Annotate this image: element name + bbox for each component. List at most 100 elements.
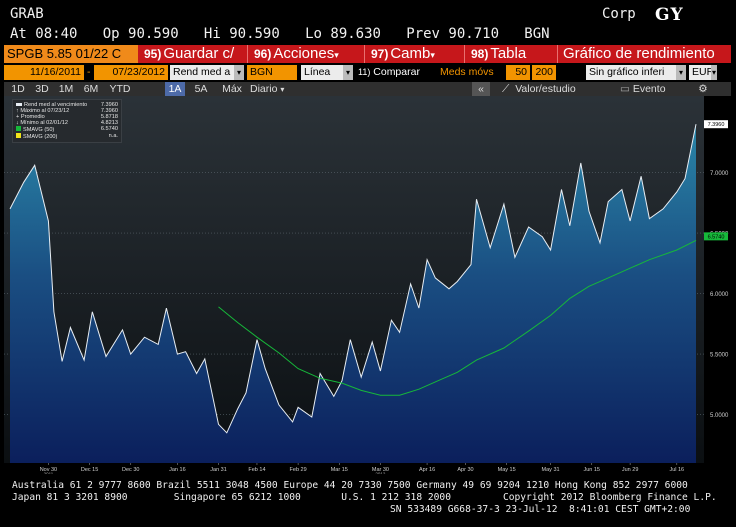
period-1m[interactable]: 1M	[58, 83, 74, 95]
yield-line	[9, 124, 697, 434]
average-icon: +	[16, 114, 20, 120]
at-label: At	[10, 26, 27, 42]
ma50-line	[218, 239, 697, 396]
footer-session-line: SN 533489 G668-37-3 23-Jul-12 8:41:01 CE…	[390, 504, 691, 515]
gear-icon: ⚙	[698, 83, 708, 95]
period-ytd[interactable]: YTD	[109, 83, 131, 95]
green-swatch-icon	[16, 126, 21, 131]
chevron-down-icon: ▾	[711, 65, 717, 80]
prev-label: Prev	[406, 26, 440, 42]
legend-box: Rend med al vencimiento 7.3960 ↑ Máximo a…	[12, 99, 122, 143]
end-date-field[interactable]: 07/23/2012	[94, 65, 168, 80]
up-arrow-icon: ↑	[16, 108, 19, 114]
market-class-label: Corp	[602, 6, 636, 22]
down-arrow-icon: ↓	[16, 120, 19, 126]
legend-item: ↑ Máximo al 07/23/12 7.3960	[16, 108, 118, 114]
actions-menu-button[interactable]: 96) Acciones▾	[254, 45, 339, 62]
y-tick-label: 7.0000	[710, 171, 729, 177]
event-icon: ▭	[620, 83, 630, 95]
moving-avg-label: Meds móvs	[440, 66, 494, 78]
source-field[interactable]: BGN	[247, 65, 297, 80]
function-bar: SPGB 5.85 01/22 C 95) Guardar c/ 96) Accio…	[4, 45, 731, 63]
legend-item[interactable]: SMAVG (200) n.a.	[16, 133, 118, 140]
currency-select[interactable]: EUR ▾	[689, 65, 717, 80]
chevron-down-icon: ▾	[430, 50, 435, 60]
compare-button[interactable]: 11) Comparar	[358, 66, 420, 78]
y-axis-background	[704, 96, 731, 474]
ma2-field[interactable]: 200	[532, 65, 556, 80]
change-menu-button[interactable]: 97) Camb▾	[371, 45, 435, 62]
x-tick-label: Jun 15	[583, 467, 600, 473]
x-tick-label: Dec 15	[81, 467, 98, 473]
x-tick-label: Jan 31	[210, 467, 227, 473]
value-badges: 7.3960 6.5740	[704, 120, 728, 241]
start-date-field[interactable]: 11/16/2011	[4, 65, 84, 80]
security-field[interactable]: SPGB 5.85 01/22 C	[4, 45, 138, 63]
high-label: Hi	[203, 26, 221, 42]
chevron-down-icon: ▾	[676, 65, 686, 80]
chevron-down-icon: ▾	[234, 65, 244, 80]
quote-line: At 08:40 Op 90.590 Hi 90.590 Lo 89.630 P…	[10, 26, 550, 42]
x-tick-label: Feb 14	[248, 467, 265, 473]
x-tick-label: Mar 30	[372, 467, 389, 473]
ma-value-label: 6.5740	[708, 234, 725, 240]
year-label: 2012	[375, 472, 386, 475]
y-tick-label: 6.0000	[710, 292, 729, 298]
event-button[interactable]: ▭ Evento	[620, 83, 666, 95]
at-value: 08:40	[35, 26, 78, 42]
last-value-badge	[704, 120, 728, 129]
value-study-button[interactable]: ⟋ Valor/estudio	[502, 83, 576, 95]
yield-area	[10, 124, 696, 463]
y-tick-label: 5.0000	[710, 413, 729, 419]
field-type-select[interactable]: Rend med a ▾	[170, 65, 244, 80]
x-tick-label: Nov 30	[40, 467, 57, 473]
chart-style-select[interactable]: Línea ▾	[301, 65, 353, 80]
y-tick-label: 5.5000	[710, 353, 729, 359]
low-value: 89.630	[330, 26, 381, 42]
footer-contacts-line1: Australia 61 2 9777 8600 Brazil 5511 304…	[12, 480, 688, 491]
x-axis: Nov 30 Dec 15 Dec 30 Jan 16 Jan 31 Feb 14 Feb …	[40, 463, 684, 477]
settings-button[interactable]: ⚙	[695, 82, 711, 96]
ticker-label: GRAB	[10, 6, 44, 22]
period-3d[interactable]: 3D	[35, 83, 49, 95]
period-toolbar	[4, 82, 731, 96]
legend-item: ↓ Mínimo al 02/01/12 4.8213	[16, 120, 118, 126]
prev-value: 90.710	[448, 26, 499, 42]
chevron-down-icon: ▾	[334, 50, 339, 60]
source-code-label: GY	[655, 5, 684, 25]
x-tick-label: May 15	[498, 467, 516, 473]
low-label: Lo	[305, 26, 322, 42]
date-dash: -	[87, 66, 91, 78]
period-5a[interactable]: 5A	[194, 83, 208, 95]
chevron-down-icon: ▾	[280, 85, 285, 94]
x-tick-label: Mar 15	[331, 467, 348, 473]
save-button[interactable]: 95) Guardar c/	[144, 45, 235, 62]
footer-contacts-line2: Japan 81 3 3201 8900 Singapore 65 6212 1…	[12, 492, 717, 503]
period-max[interactable]: Máx	[222, 83, 242, 95]
legend-item: + Promedio 5.8718	[16, 114, 118, 120]
table-button[interactable]: 98) Tabla	[471, 45, 527, 62]
x-tick-label: Apr 16	[419, 467, 435, 473]
period-1d[interactable]: 1D	[11, 83, 25, 95]
x-tick-label: Dec 30	[122, 467, 139, 473]
x-tick-label: Jan 16	[169, 467, 186, 473]
period-1a[interactable]: 1A	[165, 82, 185, 96]
last-value-label: 7.3960	[708, 122, 725, 128]
collapse-button[interactable]: «	[472, 82, 490, 96]
lower-chart-select[interactable]: Sin gráfico inferi ▾	[586, 65, 686, 80]
open-label: Op	[102, 26, 120, 42]
chevron-down-icon: ▾	[343, 65, 353, 80]
pricing-source: BGN	[524, 26, 550, 42]
high-value: 90.590	[229, 26, 280, 42]
line-chart-icon: ⟋	[502, 83, 510, 95]
frequency-select[interactable]: Diario ▾	[250, 83, 285, 95]
ma1-field[interactable]: 50	[506, 65, 530, 80]
legend-item[interactable]: SMAVG (50) 6.5740	[16, 126, 118, 133]
year-label: 2011	[44, 472, 54, 475]
legend-item[interactable]: Rend med al vencimiento 7.3960	[16, 102, 118, 108]
page-title: Gráfico de rendimiento	[563, 45, 715, 62]
line-swatch-icon	[16, 103, 22, 106]
period-6m[interactable]: 6M	[83, 83, 99, 95]
